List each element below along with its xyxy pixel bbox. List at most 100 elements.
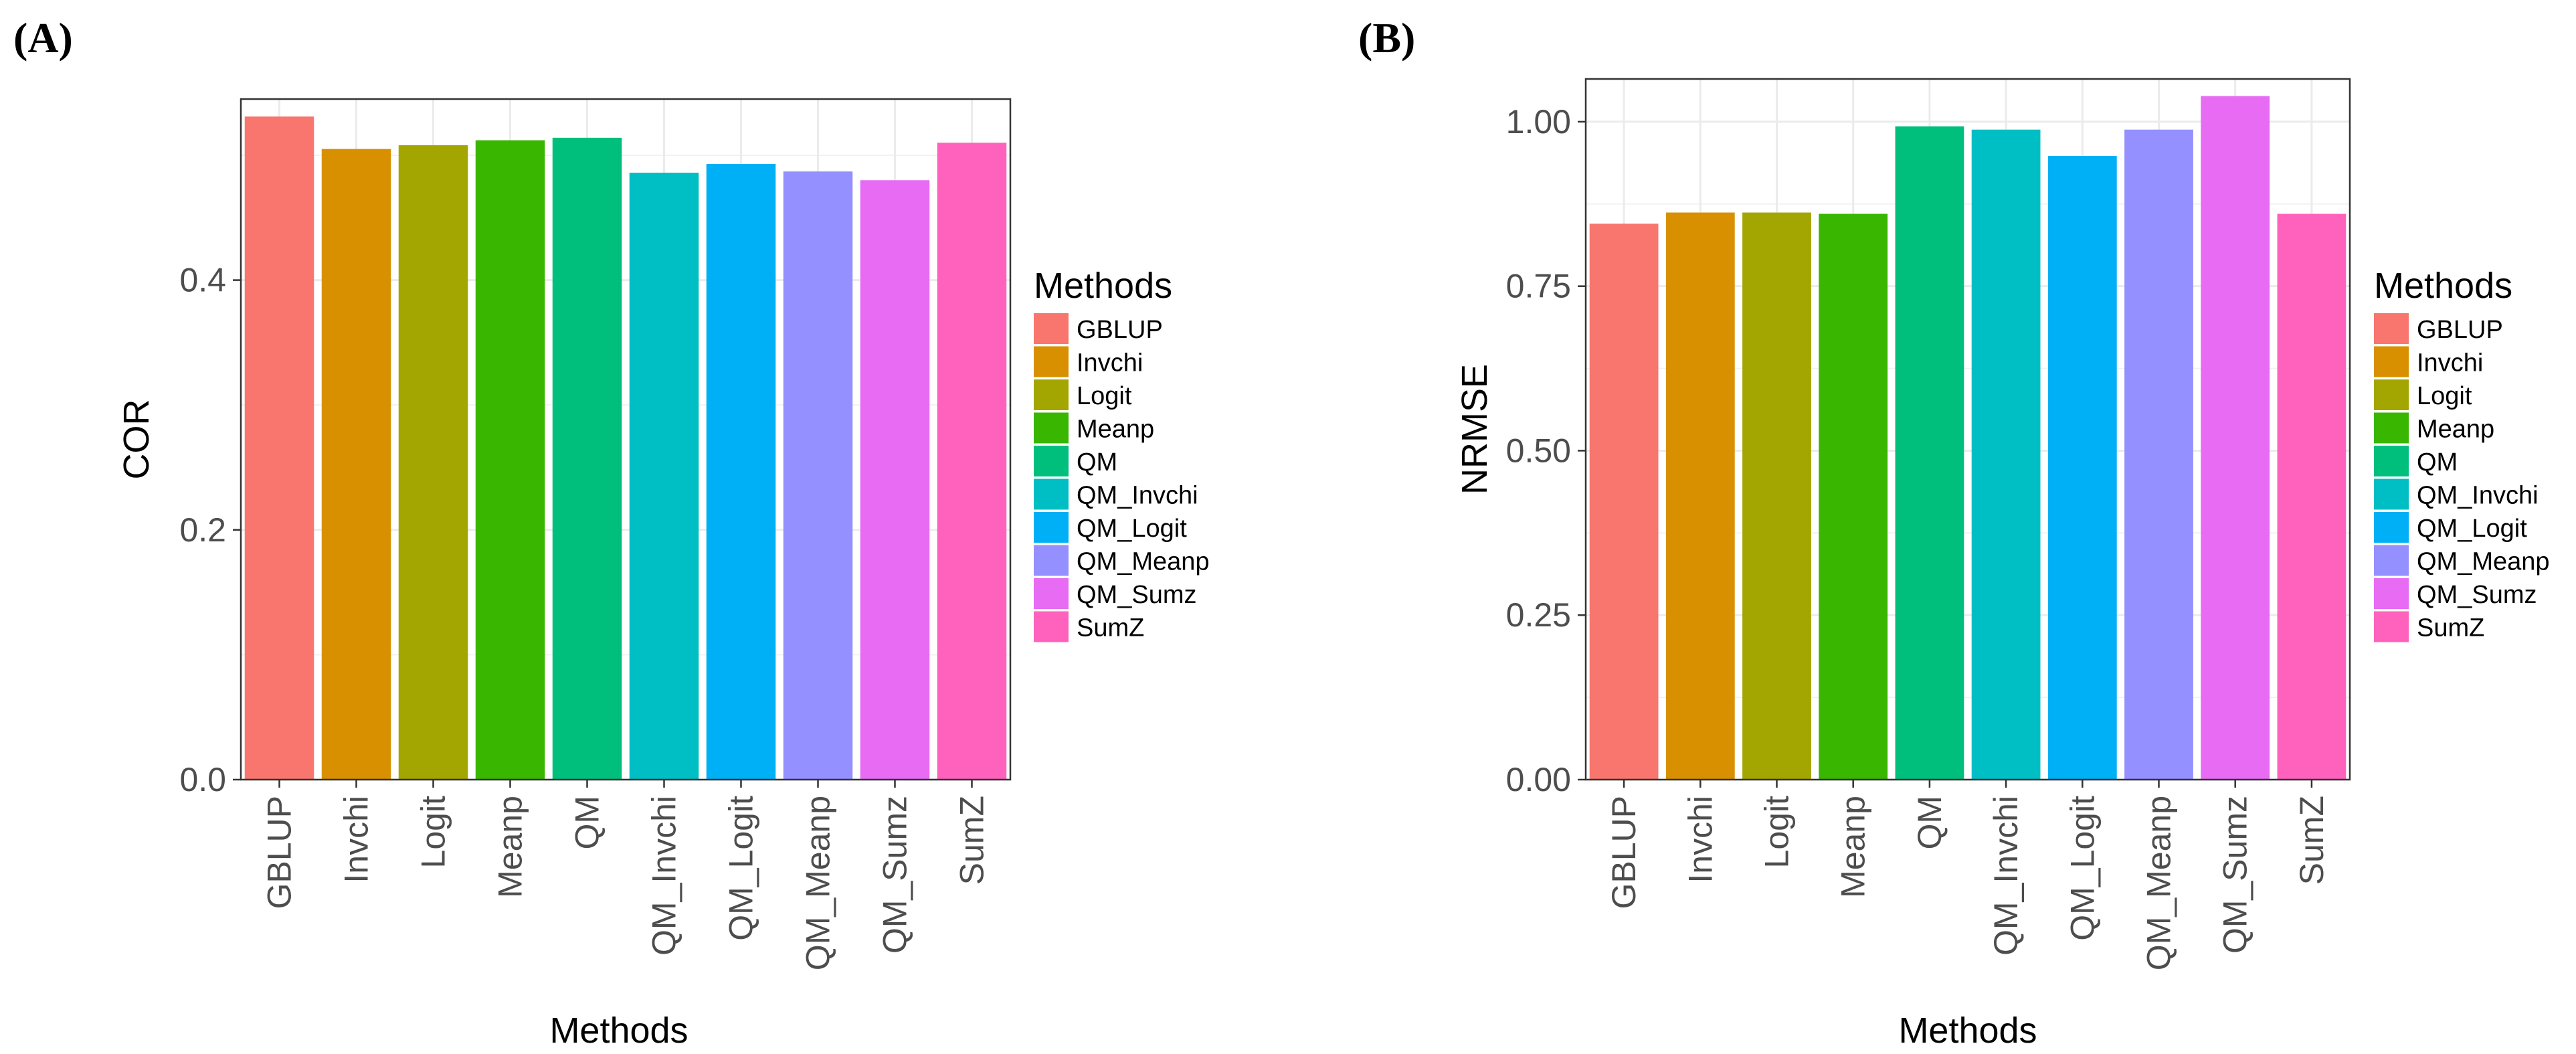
x-tick-label: Invchi: [338, 796, 375, 883]
x-tick-label: Logit: [1758, 796, 1796, 869]
legend-label: GBLUP: [2417, 316, 2503, 344]
plot-border: [1584, 78, 2351, 781]
x-tick-label: SumZ: [953, 796, 991, 885]
legend-key: [1034, 412, 1069, 444]
x-tick-label: GBLUP: [261, 796, 298, 909]
x-tick-label: QM_Meanp: [2140, 796, 2178, 970]
x-tick-label: QM: [1911, 796, 1948, 850]
legend-label: QM_Sumz: [1077, 581, 1196, 609]
x-tick-label: SumZ: [2293, 796, 2330, 885]
legend-title: Methods: [2374, 266, 2512, 306]
legend-label: QM: [2417, 448, 2458, 476]
bar-qm-invchi: [1971, 129, 2041, 780]
legend-label: Invchi: [1077, 349, 1143, 377]
bar-logit: [398, 145, 468, 780]
panel-b: (B) 0.00 0.25 0.50 0.75 1.00 GBLUP Invchi Logit M…: [1358, 14, 2550, 1051]
legend-key: [2374, 512, 2409, 543]
legend-key: [2374, 412, 2409, 444]
legend-label: SumZ: [1077, 614, 1144, 642]
bar-qm-meanp: [783, 171, 853, 780]
y-tick-label: 0.00: [1506, 761, 1571, 798]
y-tick-label: 0.75: [1506, 268, 1571, 305]
bar-meanp: [1819, 213, 1888, 780]
x-tick-label: QM_Logit: [723, 796, 760, 941]
legend-key: [1034, 446, 1069, 476]
legend-key: [2374, 313, 2409, 344]
bar-invchi: [321, 149, 391, 780]
legend-label: SumZ: [2417, 614, 2484, 642]
x-tick-label: QM_Sumz: [877, 796, 914, 954]
bar-qm: [1895, 126, 1964, 780]
legend-label: Logit: [2417, 382, 2472, 410]
legend-key: [2374, 379, 2409, 410]
bar-gblup: [1589, 224, 1659, 780]
bar-qm-sumz: [860, 180, 930, 780]
legend-key: [2374, 478, 2409, 510]
bar-logit: [1742, 212, 1811, 780]
legend-key: [1034, 313, 1069, 344]
bar-qm-logit: [2047, 156, 2117, 780]
y-tick-label: 1.00: [1506, 103, 1571, 141]
x-tick-label: GBLUP: [1605, 796, 1643, 909]
legend-label: QM_Invchi: [2417, 482, 2539, 510]
bar-qm-meanp: [2124, 129, 2193, 780]
legend-label: QM_Meanp: [2417, 548, 2550, 576]
y-tick-label: 0.4: [179, 262, 226, 299]
bar-qm-logit: [706, 164, 776, 780]
bar-sumz: [937, 143, 1007, 780]
legend-label: QM_Meanp: [1077, 548, 1210, 576]
y-tick-label: 0.50: [1506, 432, 1571, 469]
legend-label: Invchi: [2417, 349, 2483, 377]
bar-qm: [552, 137, 622, 780]
legend-key: [2374, 578, 2409, 609]
x-tick-label: QM: [569, 796, 606, 850]
x-tick-label: Logit: [415, 796, 452, 869]
bar-qm-sumz: [2201, 96, 2270, 780]
legend-key: [1034, 611, 1069, 642]
legend-key: [1034, 512, 1069, 543]
y-tick-label: 0.2: [179, 511, 226, 549]
legend-label: QM_Logit: [2417, 515, 2527, 543]
legend-title: Methods: [1034, 266, 1172, 306]
bar-invchi: [1665, 212, 1735, 780]
legend-label: Logit: [1077, 382, 1132, 410]
legend-label: QM_Sumz: [2417, 581, 2537, 609]
legend-label: GBLUP: [1077, 316, 1163, 344]
bar-meanp: [475, 140, 545, 780]
legend-label: QM: [1077, 448, 1117, 476]
y-axis-title: COR: [116, 400, 157, 480]
x-tick-label: QM_Invchi: [646, 796, 683, 956]
legend-label: Meanp: [1077, 416, 1154, 444]
x-tick-label: QM_Meanp: [800, 796, 837, 970]
legend-key: [2374, 446, 2409, 476]
legend-label: QM_Invchi: [1077, 482, 1198, 510]
legend-key: [2374, 545, 2409, 576]
panel-label: (A): [13, 14, 73, 62]
x-tick-label: Invchi: [1681, 796, 1719, 883]
y-axis-title: NRMSE: [1455, 364, 1495, 495]
legend-key: [1034, 379, 1069, 410]
panel-label: (B): [1358, 14, 1415, 62]
legend-key: [2374, 346, 2409, 377]
x-tick-label: QM_Logit: [2063, 796, 2101, 941]
x-axis-title: Methods: [549, 1011, 688, 1051]
legend-label: Meanp: [2417, 416, 2494, 444]
x-tick-label: Meanp: [1835, 796, 1872, 898]
y-tick-label: 0.0: [179, 761, 226, 798]
x-tick-label: QM_Invchi: [1987, 796, 2025, 956]
legend-key: [1034, 578, 1069, 609]
legend-label: QM_Logit: [1077, 515, 1187, 543]
legend-key: [1034, 478, 1069, 510]
panel-a: (A) 0.0 0.2 0.4 GBLUP Invchi Logit Meanp QM QM_In…: [13, 14, 1210, 1051]
bar-qm-invchi: [629, 173, 699, 780]
legend-key: [2374, 611, 2409, 642]
legend-key: [1034, 545, 1069, 576]
x-tick-label: QM_Sumz: [2217, 796, 2254, 954]
y-tick-label: 0.25: [1506, 596, 1571, 634]
x-axis-title: Methods: [1898, 1011, 2037, 1051]
x-tick-label: Meanp: [492, 796, 529, 898]
bar-gblup: [244, 116, 314, 780]
bar-sumz: [2277, 213, 2347, 780]
plot-border: [240, 98, 1012, 781]
